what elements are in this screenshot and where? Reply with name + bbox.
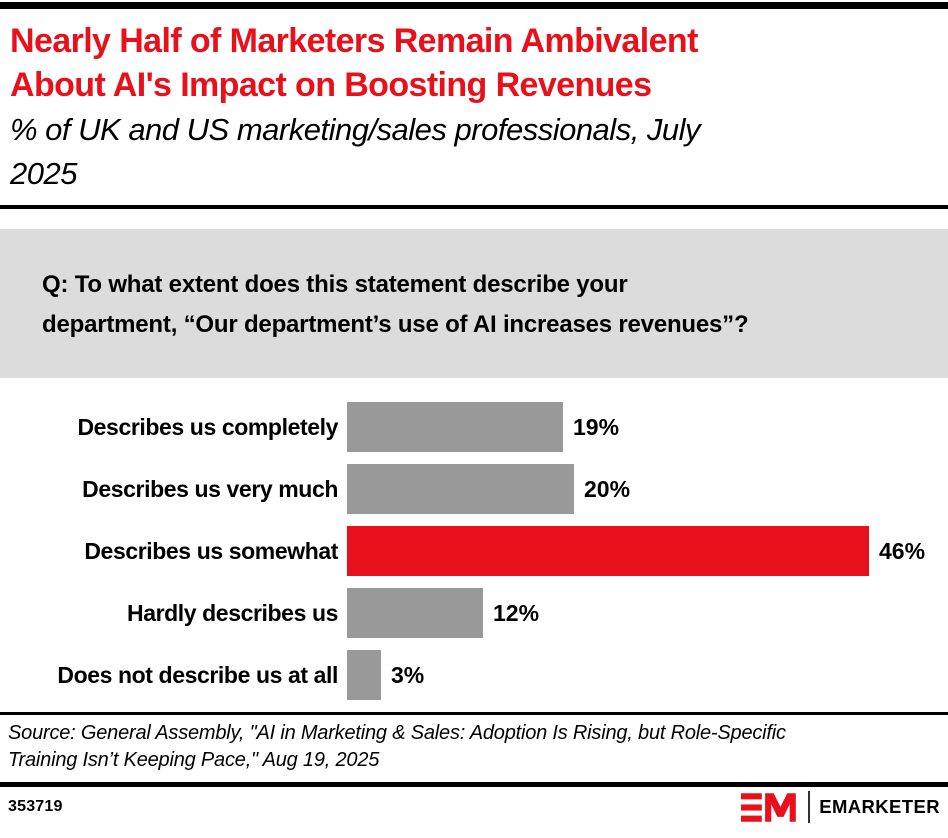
bar-category-label: Describes us somewhat bbox=[84, 537, 338, 564]
bar bbox=[347, 526, 869, 576]
top-border-bar bbox=[0, 2, 948, 9]
chart-subtitle-line-2: 2025 bbox=[10, 156, 77, 191]
question-line-2: department, “Our department’s use of AI … bbox=[42, 311, 749, 338]
bar-value-label: 3% bbox=[391, 661, 425, 688]
chart-title-line-1: Nearly Half of Marketers Remain Ambivale… bbox=[10, 22, 698, 60]
emarketer-logo: EMARKETER bbox=[741, 791, 940, 823]
bar-chart: Describes us completely 19% Describes us… bbox=[0, 402, 948, 700]
bar bbox=[347, 588, 483, 638]
bar-category-label: Describes us very much bbox=[82, 475, 338, 502]
bar bbox=[347, 464, 574, 514]
header-divider bbox=[0, 205, 948, 209]
bar-value-label: 19% bbox=[573, 413, 620, 440]
bar-value-label: 46% bbox=[879, 537, 926, 564]
footer: 353719 EMARKETER bbox=[0, 787, 948, 827]
bar-row: Hardly describes us 12% bbox=[0, 588, 948, 638]
bar-row: Does not describe us at all 3% bbox=[0, 650, 948, 700]
bar bbox=[347, 402, 563, 452]
bar-row: Describes us somewhat 46% bbox=[0, 526, 948, 576]
chart-subtitle: % of UK and US marketing/sales professio… bbox=[10, 108, 938, 196]
footer-divider bbox=[0, 782, 948, 787]
chart-id: 353719 bbox=[8, 798, 63, 815]
chart-title-line-2: About AI's Impact on Boosting Revenues bbox=[10, 66, 652, 104]
source-divider bbox=[0, 712, 948, 715]
bar-row: Describes us very much 20% bbox=[0, 464, 948, 514]
source-note: Source: General Assembly, "AI in Marketi… bbox=[0, 715, 948, 782]
bar-row: Describes us completely 19% bbox=[0, 402, 948, 452]
bar-value-label: 12% bbox=[493, 599, 540, 626]
source-line-1: Source: General Assembly, "AI in Marketi… bbox=[8, 722, 786, 744]
chart-title: Nearly Half of Marketers Remain Ambivale… bbox=[10, 19, 938, 107]
bar-category-label: Describes us completely bbox=[77, 413, 338, 440]
source-line-2: Training Isn’t Keeping Pace," Aug 19, 20… bbox=[8, 749, 380, 771]
bar-category-label: Does not describe us at all bbox=[57, 661, 338, 688]
bar-value-label: 20% bbox=[584, 475, 631, 502]
logo-separator bbox=[808, 791, 811, 823]
bar-category-label: Hardly describes us bbox=[126, 599, 338, 626]
chart-subtitle-line-1: % of UK and US marketing/sales professio… bbox=[10, 112, 701, 147]
chart-header: Nearly Half of Marketers Remain Ambivale… bbox=[0, 19, 948, 196]
question-box: Q: To what extent does this statement de… bbox=[0, 229, 948, 378]
question-line-1: Q: To what extent does this statement de… bbox=[42, 271, 628, 298]
bar bbox=[347, 650, 381, 700]
em-monogram-icon bbox=[741, 792, 798, 822]
brand-wordmark: EMARKETER bbox=[819, 796, 940, 817]
